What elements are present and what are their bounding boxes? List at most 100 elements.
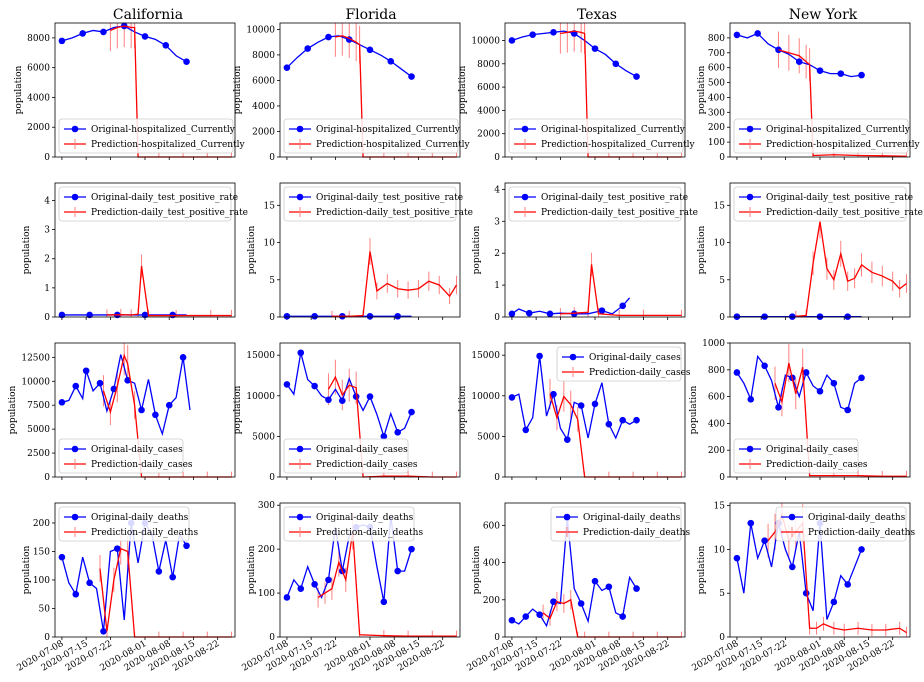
y-tick-label: 200	[483, 596, 500, 606]
y-tick-label: 15	[714, 502, 726, 512]
y-tick-label: 4000	[27, 93, 50, 103]
legend-original-marker	[71, 193, 79, 201]
original-series-point	[283, 594, 291, 601]
y-axis-label: population	[472, 225, 482, 274]
y-tick-label: 300	[708, 108, 725, 118]
original-series-point	[550, 598, 557, 605]
y-tick-label: 6000	[252, 76, 275, 86]
y-axis-label: population	[247, 545, 257, 594]
original-series-point	[72, 590, 80, 598]
y-tick-label: 600	[483, 521, 500, 531]
original-series-point	[283, 64, 291, 71]
y-tick-label: 1000	[702, 339, 725, 349]
column-title-florida: Florida	[345, 7, 396, 23]
subplot-new-york-hospitalized: 0 100 200 300 400 500 600 700 800 population Origi…	[697, 22, 921, 163]
prediction-series-line	[795, 221, 907, 317]
y-tick-label: 6000	[27, 64, 50, 74]
legend-box	[556, 346, 682, 382]
original-series-point	[408, 545, 415, 553]
original-series-point	[100, 28, 107, 36]
legend-box	[58, 118, 234, 154]
original-series-point	[82, 367, 90, 375]
original-series-point	[183, 58, 190, 66]
original-series-line	[286, 352, 413, 439]
y-tick-label: 10	[714, 545, 726, 555]
legend: Original-daily_test_positive_rate Predict…	[508, 186, 698, 222]
original-series-point	[747, 395, 755, 403]
legend-original-label: Original-daily_test_positive_rate	[541, 193, 688, 203]
original-series-point	[733, 369, 741, 376]
legend-box	[58, 506, 190, 542]
legend: Original-daily_test_positive_rate Predict…	[733, 186, 923, 222]
y-tick-label: 10	[264, 239, 276, 249]
y-tick-label: 3	[44, 226, 50, 236]
original-series-point	[138, 406, 145, 414]
column-title-california: California	[113, 7, 183, 23]
original-series-point	[564, 436, 571, 443]
y-tick-label: 2000	[252, 127, 275, 137]
y-tick-label: 0	[269, 633, 275, 643]
original-series-point	[816, 67, 824, 74]
original-series-point	[325, 576, 332, 584]
y-axis-label: population	[22, 545, 32, 594]
original-series-point	[619, 302, 626, 310]
original-series-line	[61, 354, 191, 437]
original-series-point	[508, 37, 516, 44]
original-series-point	[352, 393, 360, 400]
axes-frame	[729, 342, 911, 478]
y-tick-label: 4	[44, 196, 50, 206]
y-tick-label: 200	[33, 519, 50, 529]
y-tick-label: 3	[494, 217, 500, 227]
y-tick-label: 0	[494, 153, 500, 163]
y-tick-label: 400	[708, 93, 725, 103]
column-title-texas: Texas	[577, 7, 617, 23]
original-series-point	[155, 568, 163, 575]
original-series-point	[79, 30, 86, 37]
y-tick-label: 0	[719, 633, 725, 643]
subplot-california-cases: 0 2500 5000 7500 10000 12500 population Origina…	[8, 342, 236, 483]
legend-box	[283, 438, 409, 474]
legend-box	[283, 186, 457, 222]
prediction-series-line	[549, 393, 682, 478]
original-series-point	[761, 362, 768, 370]
y-axis-label: population	[14, 65, 24, 114]
y-tick-label: 0	[269, 313, 275, 323]
original-series-point	[283, 312, 291, 320]
original-series-point	[598, 307, 606, 314]
y-tick-label: 8000	[477, 60, 500, 70]
y-tick-label: 0	[269, 153, 275, 163]
legend-box	[58, 186, 232, 222]
original-series-line	[511, 355, 637, 442]
original-series-point	[304, 45, 311, 52]
original-series-point	[795, 58, 803, 66]
y-tick-label: 15	[264, 201, 276, 211]
original-series-point	[297, 585, 305, 592]
y-tick-label: 7500	[27, 401, 50, 411]
original-series-line	[511, 517, 638, 628]
legend: Original-daily_deaths Prediction-daily_de…	[283, 506, 423, 542]
original-series-point	[550, 390, 557, 398]
y-axis-label: population	[458, 385, 468, 434]
original-series-point	[387, 57, 395, 65]
original-series-point	[619, 613, 626, 620]
subplot-california-deaths: 050100150200population2020-07-082020-07-…	[15, 502, 236, 674]
legend-original-marker	[569, 353, 577, 361]
subplot-new-york-deaths: 051015population2020-07-082020-07-152020…	[690, 502, 915, 674]
axes-frame	[279, 182, 461, 318]
legend-original-label: Original-hospitalized_Currently	[91, 125, 236, 135]
original-series-point	[58, 37, 66, 45]
legend: Original-hospitalized_Currently Predictio…	[733, 118, 921, 154]
subplot-florida-positive_rate: 0 5 10 15 population Original-daily_test_posi…	[247, 182, 473, 323]
legend-box	[550, 506, 682, 542]
original-series-point	[114, 545, 121, 552]
y-axis-label: population	[689, 385, 699, 434]
legend-box	[508, 118, 684, 154]
legend: Original-daily_test_positive_rate Predict…	[58, 186, 248, 222]
legend-prediction-label: Prediction-hospitalized_Currently	[316, 140, 471, 150]
y-tick-label: 400	[708, 419, 725, 429]
y-tick-label: 100	[708, 138, 725, 148]
original-series-point	[591, 577, 599, 585]
legend-prediction-label: Prediction-daily_cases	[91, 460, 193, 470]
legend-original-marker	[71, 125, 79, 133]
